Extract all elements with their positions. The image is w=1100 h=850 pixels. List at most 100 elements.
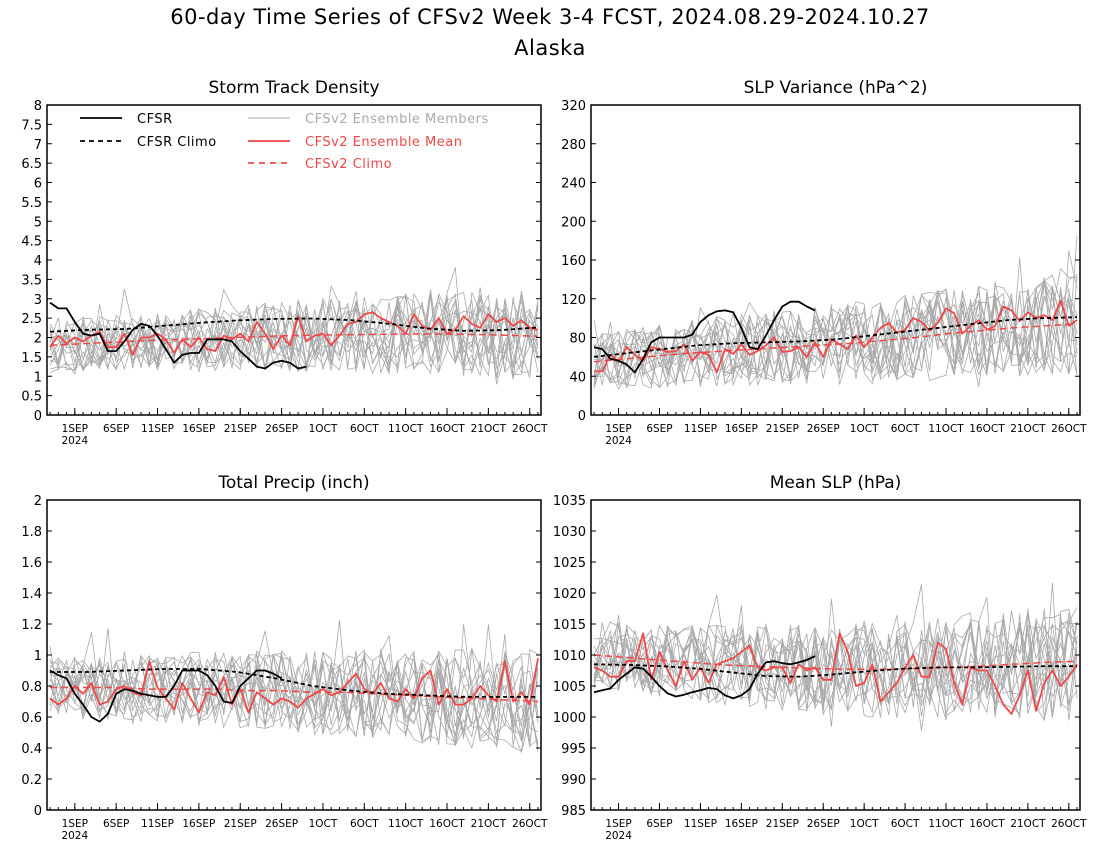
x-tick-label: 11OCT (388, 423, 424, 435)
y-axis: 0 0.2 0.4 0.6 0.8 1 1.2 1.4 1.6 1.8 2 (21, 494, 541, 819)
y-tick-label: 0.6 (21, 711, 42, 726)
y-tick-label: 240 (561, 177, 586, 192)
legend-label-cfsr-climo: CFSR Climo (137, 135, 217, 150)
y-tick-label: 1 (34, 370, 42, 385)
x-tick-label: 26OCT (512, 423, 548, 435)
y-tick-label: 1030 (553, 525, 586, 540)
y-tick-label: 4 (34, 254, 42, 269)
panel-mean-slp: Mean SLP (hPa) 985 990 995 1000 1005 1010 1015 1… (553, 473, 1087, 842)
y-tick-label: 2 (34, 332, 42, 347)
ensemble-member-line (49, 630, 539, 747)
series-cfsr (49, 301, 307, 370)
series-cfsr (593, 300, 816, 374)
plot-frame (46, 499, 542, 811)
x-tick-label: 21OCT (1010, 423, 1046, 435)
x-tick-label: 6SEP (103, 423, 129, 435)
y-tick-label: 0.5 (21, 390, 42, 405)
x-tick-label: 6OCT (350, 423, 379, 435)
x-axis: 1SEP 6SEP 11SEP 16SEP 21SEP 26SEP 1OCT 6OCT 11OC… (593, 803, 1087, 842)
y-tick-label: 1010 (553, 649, 586, 664)
x-tick-label: 6SEP (646, 818, 672, 830)
x-tick-label: 11SEP (684, 423, 717, 435)
x-tick-label: 21SEP (766, 423, 799, 435)
x-tick-label: 26OCT (512, 818, 548, 830)
ensemble-member-line (49, 655, 539, 745)
x-tick-label: 16SEP (725, 423, 758, 435)
y-tick-label: 40 (569, 370, 586, 385)
y-tick-label: 2 (34, 494, 42, 509)
series-cfsv2-climo (49, 333, 539, 347)
series-cfsv2-ensemble-mean (594, 299, 1078, 374)
x-year-label: 2024 (61, 830, 88, 842)
x-tick-label: 26SEP (265, 423, 298, 435)
series-cfsr (49, 669, 283, 723)
y-tick-label: 0.8 (21, 680, 42, 695)
y-tick-label: 7.5 (21, 118, 42, 133)
x-tick-label: 1OCT (309, 818, 338, 830)
y-tick-label: 1025 (553, 556, 586, 571)
y-tick-label: 1.2 (21, 618, 42, 633)
x-tick-label: 26OCT (1051, 423, 1087, 435)
y-tick-label: 7 (34, 138, 42, 153)
ensemble-member-line (593, 612, 1078, 727)
x-tick-label: 6OCT (350, 818, 379, 830)
x-tick-label: 16OCT (969, 818, 1005, 830)
y-tick-label: 320 (561, 99, 586, 114)
x-tick-label: 1OCT (850, 423, 879, 435)
x-tick-label: 21SEP (766, 818, 799, 830)
legend-label-members: CFSv2 Ensemble Members (305, 112, 489, 127)
ensemble-member-line (49, 293, 539, 380)
x-tick-label: 6OCT (891, 818, 920, 830)
x-tick-label: 11SEP (141, 818, 174, 830)
y-tick-label: 3.5 (21, 273, 42, 288)
x-tick-label: 1SEP (62, 818, 88, 830)
ensemble-member-line (593, 582, 1078, 717)
x-tick-label: 26SEP (807, 818, 840, 830)
x-tick-label: 16SEP (182, 423, 215, 435)
panel-title: Storm Track Density (208, 78, 379, 98)
y-tick-label: 5.5 (21, 196, 42, 211)
series-cfsv2-climo (50, 686, 539, 703)
y-tick-label: 1.5 (21, 351, 42, 366)
x-tick-label: 1SEP (605, 818, 631, 830)
x-tick-label: 16OCT (429, 423, 465, 435)
y-tick-label: 5 (34, 215, 42, 230)
y-tick-label: 1000 (553, 711, 586, 726)
x-tick-label: 1SEP (62, 423, 88, 435)
y-tick-label: 3 (34, 293, 42, 308)
ensemble-member-line (593, 274, 1078, 384)
x-tick-label: 1SEP (605, 423, 631, 435)
y-tick-label: 1035 (553, 494, 586, 509)
ensemble-member-line (49, 624, 539, 747)
x-tick-label: 11OCT (928, 423, 964, 435)
x-tick-label: 11OCT (388, 818, 424, 830)
plot-area (593, 582, 1078, 731)
y-tick-label: 280 (561, 138, 586, 153)
y-tick-label: 120 (561, 293, 586, 308)
y-tick-label: 0 (34, 409, 42, 424)
y-tick-label: 995 (561, 742, 586, 757)
ensemble-member-line (49, 291, 539, 376)
y-tick-label: 985 (561, 804, 586, 819)
ensemble-member-line (49, 293, 539, 385)
x-tick-label: 11SEP (141, 423, 174, 435)
y-tick-label: 0 (34, 804, 42, 819)
y-tick-label: 0.4 (21, 742, 42, 757)
y-tick-label: 1015 (553, 618, 586, 633)
x-tick-label: 6SEP (103, 818, 129, 830)
legend-label-cfsv2-climo: CFSv2 Climo (305, 157, 392, 172)
x-tick-label: 26OCT (1051, 818, 1087, 830)
y-tick-label: 1 (34, 649, 42, 664)
series-cfsr (593, 655, 816, 700)
ensemble-member-line (593, 275, 1078, 382)
legend-label-ens-mean: CFSv2 Ensemble Mean (305, 135, 462, 150)
y-tick-label: 160 (561, 254, 586, 269)
y-tick-label: 1020 (553, 587, 586, 602)
panel-title: SLP Variance (hPa^2) (744, 78, 928, 98)
x-tick-label: 26SEP (265, 818, 298, 830)
x-year-label: 2024 (61, 435, 88, 447)
plot-area (593, 235, 1078, 391)
x-tick-label: 16SEP (725, 818, 758, 830)
chart-legend: CFSR CFSR Climo CFSv2 Ensemble Members CFSv… (80, 112, 489, 172)
